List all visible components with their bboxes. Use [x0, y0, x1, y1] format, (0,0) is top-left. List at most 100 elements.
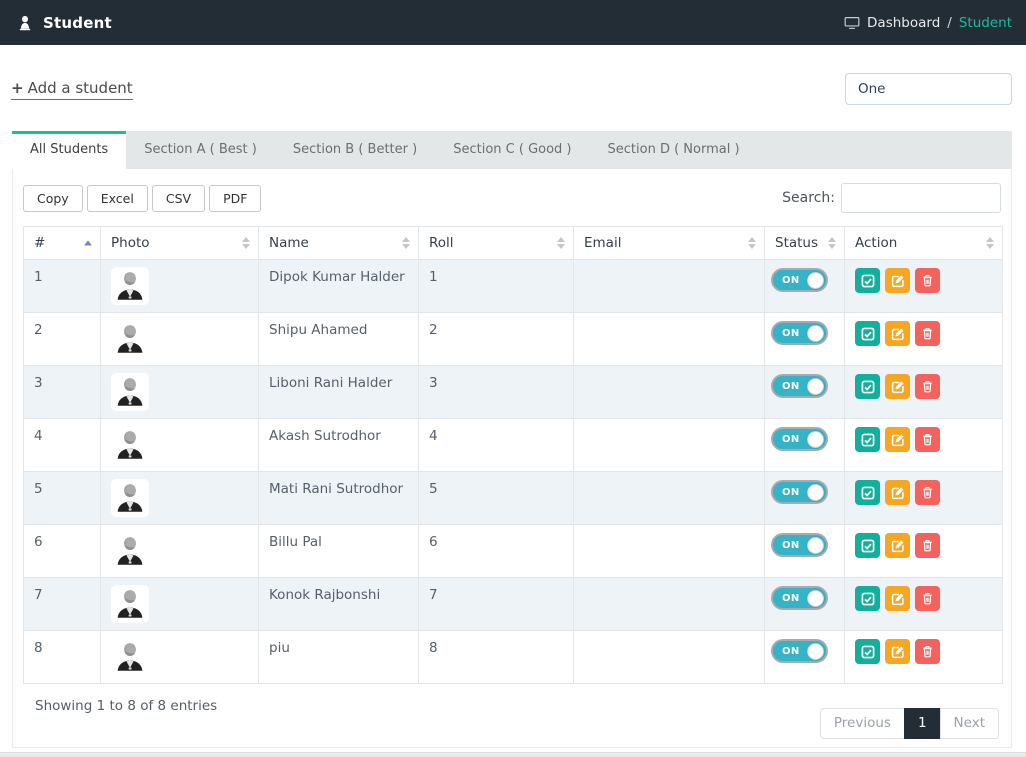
table-row: 4 Akash Sutrodhor 4 ON: [23, 418, 1003, 472]
status-toggle[interactable]: ON: [771, 586, 828, 610]
column-header[interactable]: Photo: [100, 226, 259, 260]
delete-button[interactable]: [915, 480, 940, 505]
status-toggle[interactable]: ON: [771, 321, 828, 345]
export-button[interactable]: PDF: [209, 184, 262, 212]
student-roll: 2: [418, 312, 574, 366]
edit-button[interactable]: [885, 427, 910, 452]
status-toggle[interactable]: ON: [771, 480, 828, 504]
photo-cell: [100, 630, 259, 684]
breadcrumb-dashboard[interactable]: Dashboard: [867, 14, 941, 31]
edit-button[interactable]: [885, 586, 910, 611]
column-header[interactable]: Action: [844, 226, 1003, 260]
pagination-previous[interactable]: Previous: [819, 708, 905, 739]
status-toggle-label: ON: [782, 486, 800, 498]
edit-pencil-icon: [891, 274, 905, 288]
edit-button[interactable]: [885, 374, 910, 399]
filter-select[interactable]: One: [845, 73, 1012, 105]
photo-cell: [100, 259, 259, 313]
approve-button[interactable]: [855, 639, 880, 664]
status-toggle[interactable]: ON: [771, 533, 828, 557]
edit-pencil-icon: [891, 592, 905, 606]
delete-button[interactable]: [915, 427, 940, 452]
check-square-icon: [861, 274, 875, 288]
edit-button[interactable]: [885, 533, 910, 558]
trash-icon: [921, 592, 934, 605]
student-email: [573, 259, 765, 313]
section-tab[interactable]: Section D ( Normal ): [607, 142, 740, 157]
user-bust-icon: [16, 14, 34, 32]
export-button[interactable]: Excel: [86, 184, 148, 212]
column-header-label: #: [34, 235, 46, 251]
column-header[interactable]: Status: [764, 226, 845, 260]
column-header[interactable]: Roll: [418, 226, 574, 260]
delete-button[interactable]: [915, 639, 940, 664]
check-square-icon: [861, 327, 875, 341]
export-button[interactable]: CSV: [151, 184, 206, 212]
section-tabs: All Students Section A ( Best ) Section B …: [12, 131, 1012, 169]
column-header[interactable]: Name: [258, 226, 419, 260]
status-toggle[interactable]: ON: [771, 639, 828, 663]
approve-button[interactable]: [855, 321, 880, 346]
tab-content: Copy Excel CSV PDF Search: # Photo Name: [12, 169, 1012, 748]
edit-pencil-icon: [891, 645, 905, 659]
breadcrumb-current[interactable]: Student: [958, 14, 1012, 31]
section-tab[interactable]: All Students: [12, 131, 127, 169]
pagination-next[interactable]: Next: [939, 708, 999, 739]
export-button[interactable]: Copy: [23, 184, 83, 212]
student-avatar: [111, 267, 149, 305]
student-roll: 1: [418, 259, 574, 313]
trash-icon: [921, 380, 934, 393]
section-tab[interactable]: Section B ( Better ): [292, 142, 418, 157]
edit-button[interactable]: [885, 321, 910, 346]
status-toggle[interactable]: ON: [771, 268, 828, 292]
approve-button[interactable]: [855, 374, 880, 399]
approve-button[interactable]: [855, 533, 880, 558]
edit-button[interactable]: [885, 639, 910, 664]
approve-button[interactable]: [855, 268, 880, 293]
delete-button[interactable]: [915, 533, 940, 558]
search-input[interactable]: [841, 183, 1001, 213]
row-number: 8: [23, 630, 101, 684]
delete-button[interactable]: [915, 586, 940, 611]
table-row: 7 Konok Rajbonshi 7 ON: [23, 577, 1003, 631]
delete-button[interactable]: [915, 321, 940, 346]
column-header[interactable]: Email: [573, 226, 765, 260]
edit-button[interactable]: [885, 268, 910, 293]
approve-button[interactable]: [855, 427, 880, 452]
column-header[interactable]: #: [23, 226, 101, 260]
student-table-body: 1 Dipok Kumar Halder 1 ON: [23, 259, 1003, 684]
section-tab[interactable]: Section C ( Good ): [453, 142, 572, 157]
status-toggle[interactable]: ON: [771, 374, 828, 398]
photo-cell: [100, 471, 259, 525]
add-student-label: Add a student: [27, 78, 133, 97]
row-number: 2: [23, 312, 101, 366]
delete-button[interactable]: [915, 374, 940, 399]
photo-cell: [100, 365, 259, 419]
student-name: Billu Pal: [258, 524, 419, 578]
edit-pencil-icon: [891, 433, 905, 447]
photo-cell: [100, 524, 259, 578]
row-number: 7: [23, 577, 101, 631]
table-row: 1 Dipok Kumar Halder 1 ON: [23, 259, 1003, 313]
table-row: 2 Shipu Ahamed 2 ON: [23, 312, 1003, 366]
add-student-link[interactable]: + Add a student: [11, 79, 133, 100]
status-toggle-label: ON: [782, 327, 800, 339]
toggle-knob-icon: [807, 589, 824, 607]
approve-button[interactable]: [855, 586, 880, 611]
top-header-bar: Student Dashboard / Student: [0, 0, 1026, 45]
check-square-icon: [861, 592, 875, 606]
status-toggle-label: ON: [782, 539, 800, 551]
section-tab[interactable]: Section A ( Best ): [144, 142, 257, 157]
approve-button[interactable]: [855, 480, 880, 505]
student-avatar: [111, 532, 149, 570]
status-toggle[interactable]: ON: [771, 427, 828, 451]
pagination: Previous 1 Next: [819, 708, 999, 739]
status-toggle-label: ON: [782, 645, 800, 657]
edit-button[interactable]: [885, 480, 910, 505]
pagination-page-1[interactable]: 1: [903, 708, 941, 739]
toggle-knob-icon: [807, 377, 824, 395]
student-roll: 6: [418, 524, 574, 578]
breadcrumb-separator: /: [947, 14, 952, 31]
breadcrumb: Dashboard / Student: [844, 15, 1012, 31]
delete-button[interactable]: [915, 268, 940, 293]
